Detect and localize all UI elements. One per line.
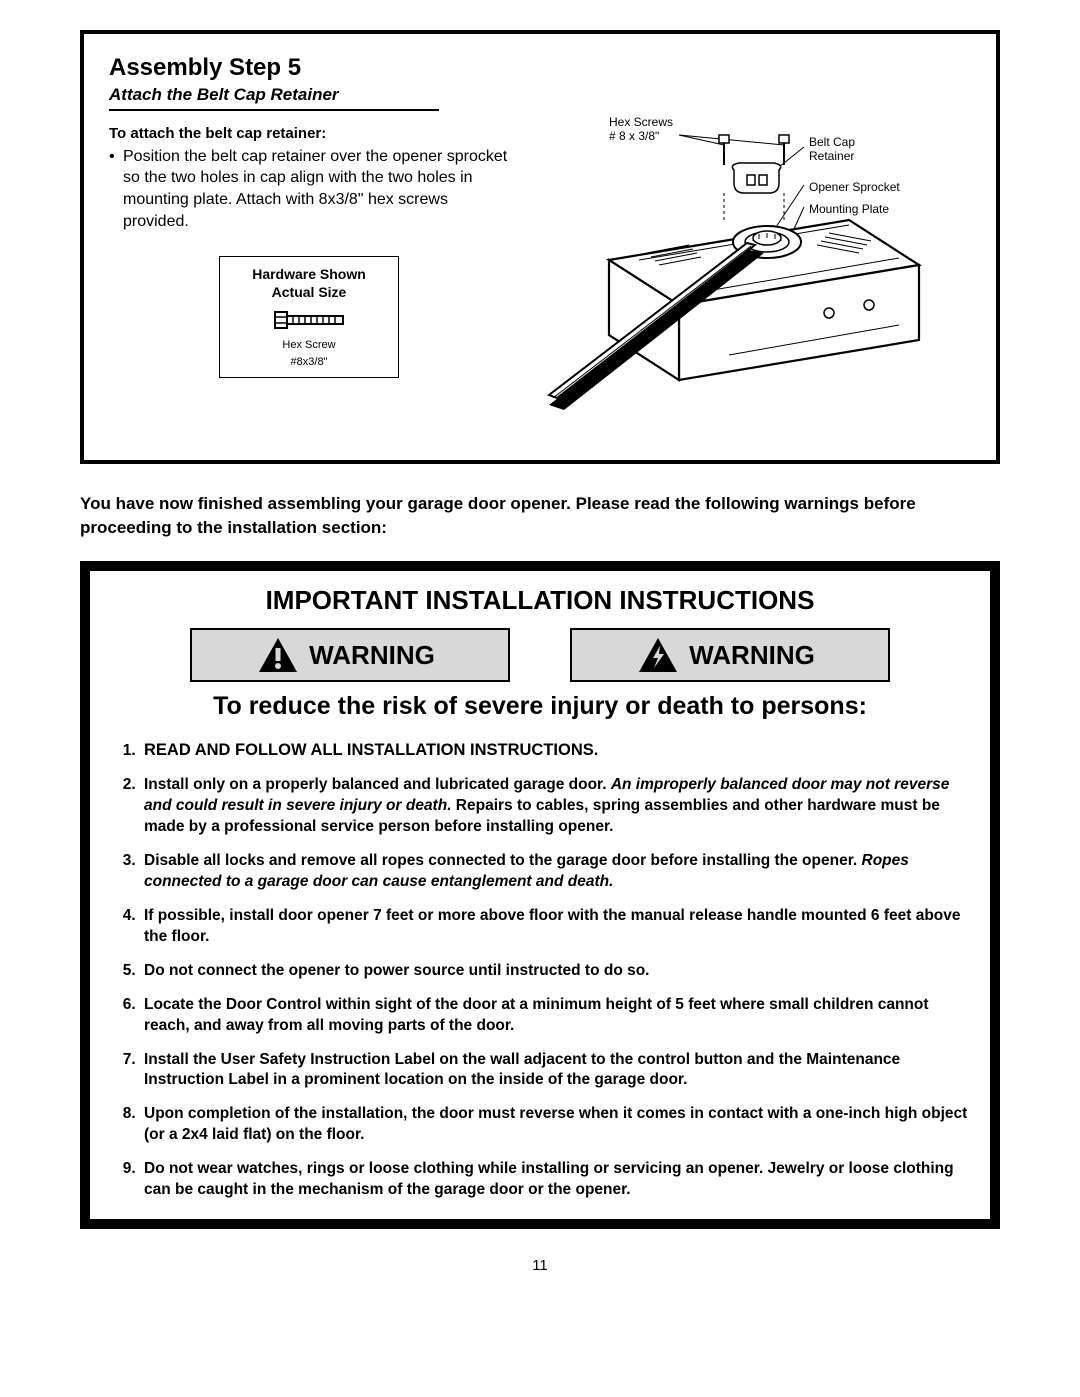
completion-note: You have now finished assembling your ga… <box>80 492 1000 540</box>
hex-screw-illustration <box>226 310 392 335</box>
assembly-diagram: Hex Screws # 8 x 3/8" Belt Cap Retainer … <box>529 125 971 420</box>
bullet-icon: • <box>109 146 123 232</box>
label-opener-sprocket: Opener Sprocket <box>809 180 900 194</box>
step-text-heading: To attach the belt cap retainer: <box>109 125 509 142</box>
exclamation-triangle-icon <box>257 636 299 674</box>
warning-box: Important Installation Instructions WARN… <box>80 561 1000 1229</box>
warning-item-9: Do not wear watches, rings or loose clot… <box>140 1159 972 1201</box>
warning-item-3: Disable all locks and remove all ropes c… <box>140 851 972 893</box>
warning-subheader: To reduce the risk of severe injury or d… <box>108 692 972 721</box>
opener-body-icon <box>609 220 919 380</box>
hardware-box: Hardware Shown Actual Size <box>219 256 399 378</box>
opener-diagram-icon <box>529 125 949 415</box>
warning-tag-text-1: WARNING <box>309 640 435 671</box>
step-title: Assembly Step 5 <box>109 54 439 83</box>
warning-item-8: Upon completion of the installation, the… <box>140 1104 972 1146</box>
step-subtitle: Attach the Belt Cap Retainer <box>109 85 439 105</box>
hardware-caption-line2: #8x3/8" <box>226 356 392 369</box>
label-belt-cap-retainer: Belt Cap Retainer <box>809 135 855 164</box>
label-hex-screws: Hex Screws # 8 x 3/8" <box>609 115 673 144</box>
hardware-title-line1: Hardware Shown <box>226 265 392 283</box>
step-text-body-content: Position the belt cap retainer over the … <box>123 146 509 232</box>
screw-left-icon <box>719 135 729 165</box>
warning-item-6: Locate the Door Control within sight of … <box>140 995 972 1037</box>
warning-item-1: READ AND FOLLOW ALL INSTALLATION INSTRUC… <box>140 739 972 762</box>
hardware-title-line2: Actual Size <box>226 283 392 301</box>
warning-tag-exclamation: WARNING <box>190 628 510 682</box>
hardware-caption-line1: Hex Screw <box>226 339 392 352</box>
warning-tag-bolt: WARNING <box>570 628 890 682</box>
assembly-step-box: Assembly Step 5 Attach the Belt Cap Reta… <box>80 30 1000 464</box>
warning-header: Important Installation Instructions <box>108 585 972 616</box>
label-mounting-plate: Mounting Plate <box>809 202 889 216</box>
lightning-triangle-icon <box>637 636 679 674</box>
warning-item-7: Install the User Safety Instruction Labe… <box>140 1050 972 1092</box>
step-instructions-column: To attach the belt cap retainer: • Posit… <box>109 125 509 420</box>
hex-screw-icon <box>273 310 345 330</box>
step-title-block: Assembly Step 5 Attach the Belt Cap Reta… <box>109 54 439 111</box>
step-text-body: • Position the belt cap retainer over th… <box>109 146 509 232</box>
warning-tag-text-2: WARNING <box>689 640 815 671</box>
warning-tags-row: WARNING WARNING <box>108 628 972 682</box>
page-number: 11 <box>80 1257 1000 1274</box>
warning-item-5: Do not connect the opener to power sourc… <box>140 961 972 982</box>
warning-item-2: Install only on a properly balanced and … <box>140 775 972 838</box>
warning-list: READ AND FOLLOW ALL INSTALLATION INSTRUC… <box>108 739 972 1201</box>
warning-item-4: If possible, install door opener 7 feet … <box>140 906 972 948</box>
